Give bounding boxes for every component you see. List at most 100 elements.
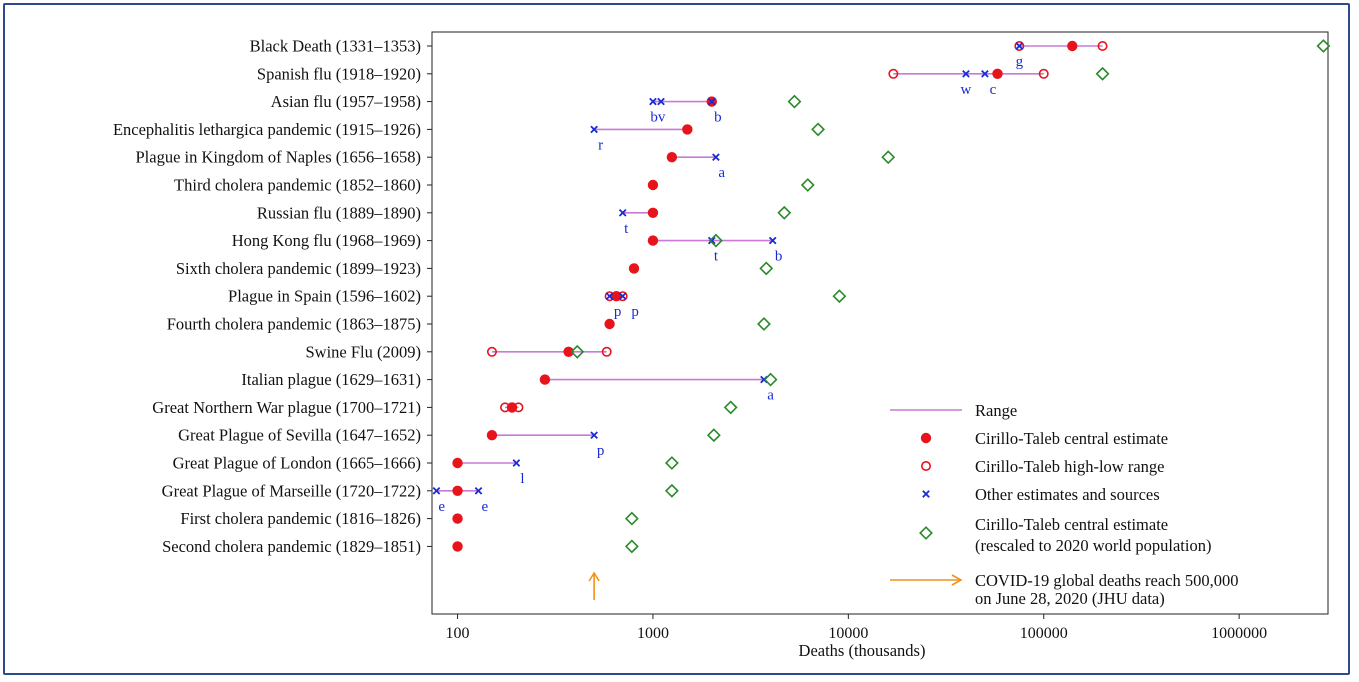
x-tick-label: 1000 [637,625,669,642]
row-label: Fourth cholera pandemic (1863–1875) [167,315,421,334]
rescaled-estimate-point [624,511,639,526]
row-label: Plague in Kingdom of Naples (1656–1658) [135,148,421,167]
other-estimate-point [1015,42,1024,50]
central-estimate-point [1067,40,1078,52]
source-label: p [597,443,605,459]
row-label: Italian plague (1629–1631) [241,370,421,389]
rescaled-estimate-point [708,233,723,248]
x-tick-label: 10000 [828,625,868,642]
source-label: a [767,388,774,404]
rescaled-estimate-point [664,483,679,498]
other-estimate-point [590,125,598,134]
row-label: Swine Flu (2009) [306,342,422,361]
rescaled-estimate-point [800,178,815,192]
row-label: Great Plague of London (1665–1666) [173,454,421,473]
other-estimate-point [712,153,720,162]
central-estimate-point [539,374,551,385]
other-estimate-point [707,236,716,245]
high-low-point [513,402,524,413]
source-label: c [990,82,997,98]
central-estimate-point [452,485,463,496]
central-estimate-point [452,513,463,524]
source-label: t [624,221,629,237]
row-label: Great Northern War plague (1700–1721) [152,398,421,417]
central-estimate-point [647,235,659,246]
high-low-point [500,402,511,413]
other-estimate-point [432,486,441,495]
source-label: b [714,110,722,126]
high-low-point [604,291,615,302]
plot-frame [431,31,1329,615]
legend-highlow-swatch [920,460,931,471]
legend-covid-arrowhead [951,574,963,586]
source-label: r [598,137,603,153]
other-estimate-point [605,292,614,301]
x-tick-label: 100 [446,625,470,642]
rescaled-estimate-point [811,122,826,137]
high-low-point [1097,40,1108,51]
legend-label-line2: on June 28, 2020 (JHU data) [975,589,1165,608]
plot-area: 100 1000 10000 100000 1000000 Deaths (thousan… [113,31,1331,660]
rescaled-estimate-point [757,317,771,331]
high-low-point [888,68,899,79]
central-estimate-point [486,430,498,441]
source-label: bv [650,110,666,126]
other-estimate-point [512,459,521,467]
row-label: Sixth cholera pandemic (1899–1923) [176,259,421,278]
x-tick-label: 100000 [1020,625,1068,642]
source-label: b [775,249,783,265]
other-estimate-point [474,486,483,495]
row-label: Second cholera pandemic (1829–1851) [162,537,421,556]
row-label: Great Plague of Marseille (1720–1722) [162,481,421,500]
rescaled-estimate-point [787,94,802,109]
legend-label: Cirillo-Taleb central estimate [975,515,1168,534]
central-estimate-point [628,263,640,274]
rescaled-estimate-point [759,261,774,276]
rescaled-estimate-point [881,150,896,165]
rescaled-estimate-point [1316,39,1331,53]
legend-label-line2: (rescaled to 2020 world population) [975,536,1211,555]
central-estimate-point [647,207,659,218]
central-estimate-point [666,152,678,163]
row-label: Third cholera pandemic (1852–1860) [174,176,421,195]
high-low-point [617,291,628,302]
rescaled-estimate-point [1095,66,1110,81]
row-label: Great Plague of Sevilla (1647–1652) [178,426,421,445]
x-tick-label: 1000000 [1211,625,1267,642]
source-label: e [482,499,489,515]
high-low-point [601,346,612,357]
row-label: Spanish flu (1918–1920) [257,64,421,83]
high-low-point [1014,40,1025,51]
other-estimate-point [981,69,989,78]
central-estimate-point [604,318,615,330]
other-estimate-point [618,292,627,301]
row-label: Encephalitis lethargica pandemic (1915–1… [113,120,421,139]
central-estimate-point [563,346,574,357]
other-estimate-point [649,97,657,106]
rescaled-estimate-point [664,456,679,470]
high-low-point [706,96,717,107]
legend-label: COVID-19 global deaths reach 500,000 [975,571,1238,590]
row-label: First cholera pandemic (1816–1826) [180,509,421,528]
row-label: Russian flu (1889–1890) [257,203,421,222]
central-estimate-point [647,179,659,191]
legend-central-swatch [920,432,932,444]
source-label: g [1016,54,1024,70]
source-label: p [631,304,639,320]
other-estimate-point [707,97,716,106]
x-axis-title: Deaths (thousands) [799,641,926,660]
high-low-point [486,346,497,357]
rescaled-estimate-point [570,344,585,359]
source-label: w [961,82,972,98]
other-estimate-point [590,431,598,440]
rescaled-estimate-point [706,428,721,443]
source-label: t [714,249,719,265]
source-label: l [520,471,524,487]
row-label: Plague in Spain (1596–1602) [228,287,421,306]
covid-marker-arrowhead [588,571,600,582]
central-estimate-point [682,124,693,135]
row-label: Asian flu (1957–1958) [271,92,421,111]
other-estimate-point [618,208,627,217]
rescaled-estimate-point [723,400,738,415]
